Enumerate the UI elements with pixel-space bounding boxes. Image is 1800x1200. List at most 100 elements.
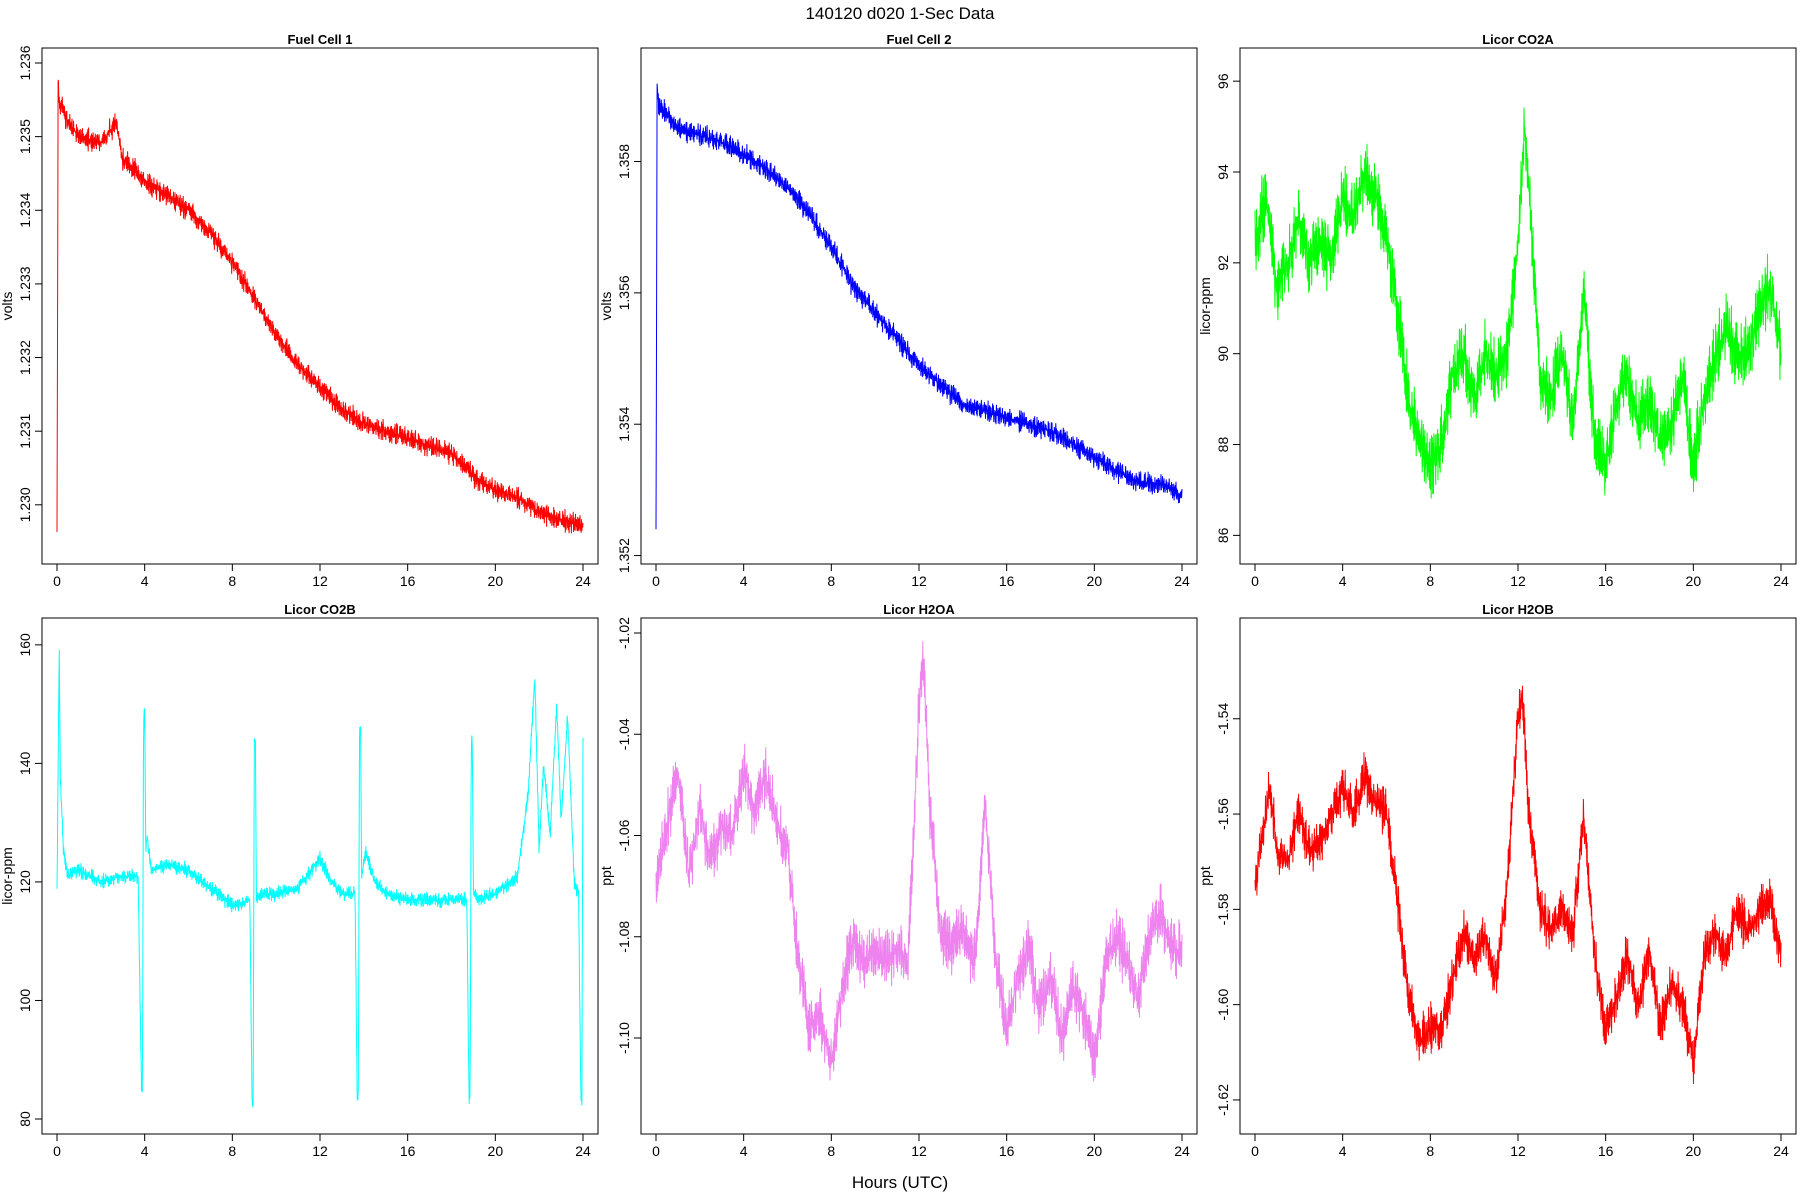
y-tick-label: 160: [17, 633, 33, 657]
y-tick-label: 1.356: [616, 275, 632, 310]
y-tick-label: 88: [1215, 437, 1231, 453]
y-axis-label: licor-ppm: [0, 847, 15, 905]
y-tick-label: 1.235: [17, 119, 33, 154]
y-tick-label: 90: [1215, 346, 1231, 362]
y-tick-label: 80: [17, 1111, 33, 1127]
y-tick-label: -1.06: [616, 819, 632, 851]
panel-title: Licor CO2B: [284, 602, 356, 617]
y-tick-label: -1.08: [616, 921, 632, 953]
series-line: [655, 641, 1183, 1082]
y-tick-label: 120: [17, 870, 33, 894]
y-tick-label: 1.231: [17, 413, 33, 448]
x-tick-label: 24: [1773, 1143, 1789, 1159]
x-tick-label: 20: [1087, 573, 1103, 589]
x-tick-label: 24: [1773, 573, 1789, 589]
y-tick-label: 140: [17, 751, 33, 775]
x-tick-label: 20: [1686, 573, 1702, 589]
series-line: [56, 79, 584, 534]
x-tick-label: 16: [400, 573, 416, 589]
y-tick-label: -1.60: [1215, 988, 1231, 1020]
x-tick-label: 8: [228, 1143, 236, 1159]
x-tick-label: 16: [1598, 1143, 1614, 1159]
x-tick-label: 8: [1426, 573, 1434, 589]
chart-panel: Fuel Cell 2 volts 0 4 8 12 16 20 24 1.352 1.354 1.3…: [598, 32, 1198, 589]
series-line: [655, 83, 1183, 530]
x-tick-label: 20: [488, 573, 504, 589]
y-tick-label: -1.02: [616, 617, 632, 649]
y-axis-label: volts: [598, 292, 614, 321]
x-tick-label: 12: [911, 573, 927, 589]
x-tick-label: 8: [1426, 1143, 1434, 1159]
y-tick-label: 92: [1215, 255, 1231, 271]
y-tick-label: 1.232: [17, 340, 33, 375]
y-tick-label: 1.352: [616, 538, 632, 573]
x-tick-label: 20: [488, 1143, 504, 1159]
y-tick-label: 1.234: [17, 193, 33, 228]
series-line: [56, 649, 584, 1108]
panel-title: Licor CO2A: [1482, 32, 1554, 47]
x-tick-label: 16: [999, 573, 1015, 589]
x-tick-label: 24: [575, 573, 591, 589]
y-tick-label: -1.54: [1215, 703, 1231, 735]
y-tick-label: 1.230: [17, 487, 33, 522]
x-tick-label: 0: [53, 1143, 61, 1159]
y-tick-label: -1.56: [1215, 798, 1231, 830]
figure-title: 140120 d020 1-Sec Data: [805, 4, 995, 23]
x-tick-label: 0: [652, 1143, 660, 1159]
y-tick-label: -1.10: [616, 1022, 632, 1054]
y-tick-label: 1.358: [616, 144, 632, 179]
x-tick-label: 8: [827, 573, 835, 589]
chart-panel: Licor H2OB ppt 0 4 8 12 16 20 24 -1.62 -1.60 -1.58 -…: [1197, 602, 1797, 1159]
y-tick-label: 86: [1215, 527, 1231, 543]
y-tick-label: 96: [1215, 73, 1231, 89]
chart-panel: Fuel Cell 1 volts 0 4 8 12 16 20 24 1.230 1.231 1.2…: [0, 32, 599, 589]
panel-title: Fuel Cell 1: [287, 32, 352, 47]
x-axis-label: Hours (UTC): [852, 1173, 948, 1192]
x-tick-label: 4: [1339, 1143, 1347, 1159]
x-tick-label: 24: [1174, 573, 1190, 589]
x-tick-label: 0: [1251, 1143, 1259, 1159]
y-tick-label: 1.354: [616, 406, 632, 441]
plot-frame: [41, 47, 599, 565]
plot-frame: [640, 47, 1198, 565]
x-tick-label: 4: [141, 1143, 149, 1159]
series-line: [1254, 107, 1782, 499]
x-tick-label: 16: [400, 1143, 416, 1159]
x-tick-label: 20: [1087, 1143, 1103, 1159]
x-tick-label: 12: [312, 1143, 328, 1159]
panel-title: Licor H2OA: [883, 602, 955, 617]
x-tick-label: 8: [827, 1143, 835, 1159]
x-tick-label: 4: [740, 573, 748, 589]
y-tick-label: -1.58: [1215, 893, 1231, 925]
series-line: [1254, 685, 1782, 1085]
x-tick-label: 8: [228, 573, 236, 589]
x-tick-label: 4: [141, 573, 149, 589]
x-tick-label: 24: [1174, 1143, 1190, 1159]
chart-panel: Licor H2OA ppt 0 4 8 12 16 20 24 -1.10 -1.08 -1.06 -…: [598, 602, 1198, 1159]
panel-title: Licor H2OB: [1482, 602, 1554, 617]
x-tick-label: 12: [911, 1143, 927, 1159]
chart-panels: Fuel Cell 1 volts 0 4 8 12 16 20 24 1.230 1.231 1.2…: [0, 32, 1797, 1159]
x-tick-label: 24: [575, 1143, 591, 1159]
y-tick-label: 100: [17, 989, 33, 1013]
x-tick-label: 20: [1686, 1143, 1702, 1159]
y-tick-label: 1.236: [17, 45, 33, 80]
y-tick-label: 94: [1215, 164, 1231, 180]
y-tick-label: 1.233: [17, 266, 33, 301]
plot-frame: [1239, 617, 1797, 1135]
plot-frame: [1239, 47, 1797, 565]
y-tick-label: -1.04: [616, 718, 632, 750]
x-tick-label: 0: [53, 573, 61, 589]
panel-title: Fuel Cell 2: [886, 32, 951, 47]
x-tick-label: 12: [312, 573, 328, 589]
x-tick-label: 16: [999, 1143, 1015, 1159]
y-axis-label: ppt: [1197, 866, 1213, 886]
x-tick-label: 4: [1339, 573, 1347, 589]
x-tick-label: 16: [1598, 573, 1614, 589]
x-tick-label: 12: [1510, 573, 1526, 589]
y-axis-label: ppt: [598, 866, 614, 886]
y-tick-label: -1.62: [1215, 1084, 1231, 1116]
y-axis-label: volts: [0, 292, 15, 321]
x-tick-label: 12: [1510, 1143, 1526, 1159]
x-tick-label: 4: [740, 1143, 748, 1159]
